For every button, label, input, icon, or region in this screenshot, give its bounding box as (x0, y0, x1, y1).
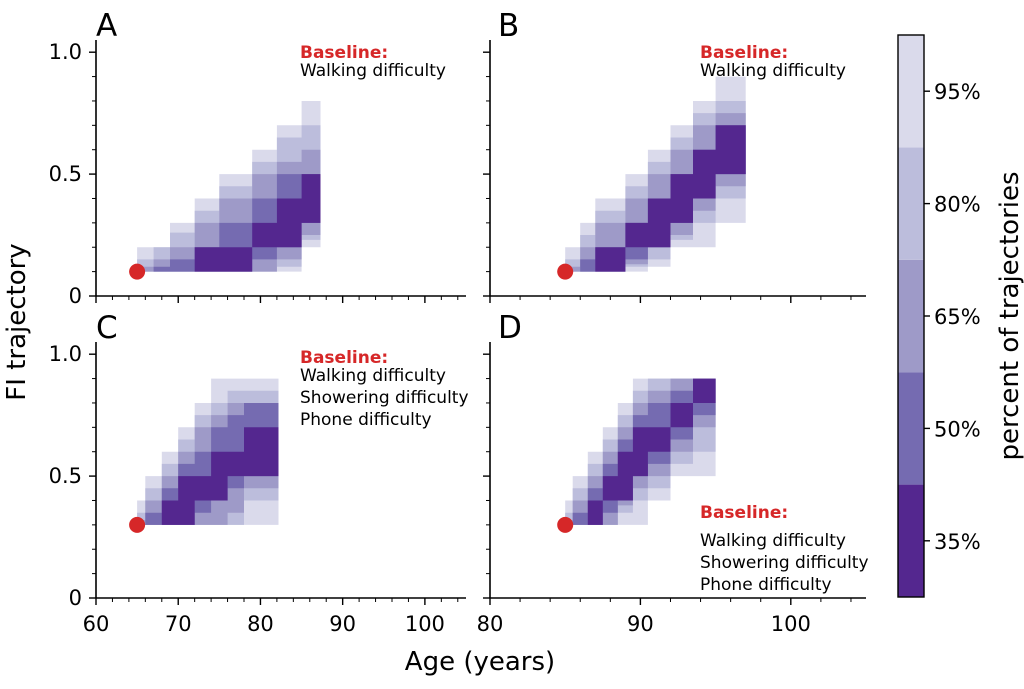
panel-letter: D (498, 310, 522, 346)
colorbar-tick-label: 35% (934, 530, 981, 554)
y-axis-title: FI trajectory (2, 243, 32, 400)
panel-letter: A (96, 8, 117, 44)
panel-a: 0 0.5 1.0 A Baseline:Walking difficulty (49, 8, 466, 308)
y-tick-label: 0 (69, 586, 82, 610)
colorbar: 35% 50% 65% 80% 95% (897, 34, 981, 598)
annotation-line: Showering difficulty (700, 553, 869, 573)
baseline-point (557, 516, 574, 533)
annotation-line: Phone difficulty (300, 410, 432, 430)
panel-c: 0 0.5 1.0 60 70 80 90 100 C Baseline:Walking diff… (49, 310, 469, 636)
colorbar-tick-label: 65% (934, 305, 981, 329)
panel-d: 80 90 100 D Baseline: Walking difficultyShowe… (477, 310, 869, 636)
colorbar-segment (898, 35, 924, 148)
panel-b: B Baseline:Walking difficulty (483, 8, 866, 303)
annotation-line: Walking difficulty (700, 61, 846, 81)
y-tick-label: 0.5 (49, 162, 82, 186)
x-axis-title: Age (years) (405, 647, 555, 677)
band-35-percent (137, 174, 321, 272)
annotation-line: Phone difficulty (700, 575, 832, 595)
y-tick-label: 1.0 (49, 40, 82, 64)
x-tick-label: 90 (329, 612, 356, 636)
x-tick-label: 100 (771, 612, 811, 636)
colorbar-segment (898, 259, 924, 373)
annotation-line: Walking difficulty (300, 366, 446, 386)
band-35-percent (565, 378, 716, 525)
baseline-point (557, 263, 574, 280)
panel-letter: C (96, 310, 118, 346)
x-tick-label: 70 (165, 612, 192, 636)
y-tick-label: 1.0 (49, 342, 82, 366)
band-35-percent (137, 427, 279, 525)
panel-letter: B (498, 8, 519, 44)
x-tick-label: 60 (83, 612, 110, 636)
band-35-percent (565, 125, 746, 272)
colorbar-tick-label: 50% (934, 417, 981, 441)
annotation-title: Baseline: (300, 348, 388, 368)
y-tick-label: 0.5 (49, 464, 82, 488)
y-tick-label: 0 (69, 284, 82, 308)
colorbar-segment (898, 484, 924, 597)
band-50-percent (137, 174, 321, 272)
colorbar-title: percent of trajectories (995, 171, 1024, 460)
x-tick-label: 80 (247, 612, 274, 636)
baseline-point (129, 263, 146, 280)
colorbar-tick-label: 95% (934, 80, 981, 104)
colorbar-segment (898, 147, 924, 260)
annotation-line: Showering difficulty (300, 388, 469, 408)
colorbar-tick-label: 80% (934, 193, 981, 217)
band-50-percent (137, 403, 279, 525)
x-tick-label: 100 (405, 612, 445, 636)
annotation-line: Walking difficulty (700, 531, 846, 551)
baseline-point (129, 516, 146, 533)
annotation-title: Baseline: (700, 503, 788, 523)
x-tick-label: 80 (477, 612, 504, 636)
annotation-line: Walking difficulty (300, 61, 446, 81)
x-tick-label: 90 (627, 612, 654, 636)
annotation-title: Baseline: (700, 43, 788, 63)
annotation-title: Baseline: (300, 43, 388, 63)
colorbar-segment (898, 372, 924, 485)
